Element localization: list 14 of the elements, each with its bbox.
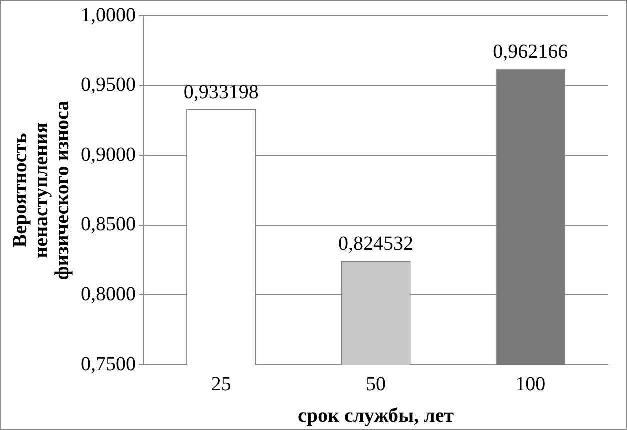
data-label: 0,933198 xyxy=(184,82,259,104)
x-tick-label: 100 xyxy=(516,373,546,396)
y-tick-label: 0,9000 xyxy=(81,144,136,166)
y-axis-title: Вероятность ненаступления физического износа xyxy=(10,100,74,280)
data-label: 0,824532 xyxy=(338,233,414,256)
y-tick-label: 0,8500 xyxy=(81,214,136,236)
y-tick-label: 0,8000 xyxy=(81,283,136,306)
x-tick-label: 25 xyxy=(211,373,232,396)
x-tick-label: 50 xyxy=(366,373,386,396)
data-label: 0,962166 xyxy=(493,41,568,64)
y-tick-label: 0,9500 xyxy=(81,74,136,96)
y-tick-label: 1,0000 xyxy=(81,4,136,26)
y-tick-label: 0,7500 xyxy=(81,353,136,376)
x-axis-title: срок службы, лет xyxy=(298,405,454,428)
